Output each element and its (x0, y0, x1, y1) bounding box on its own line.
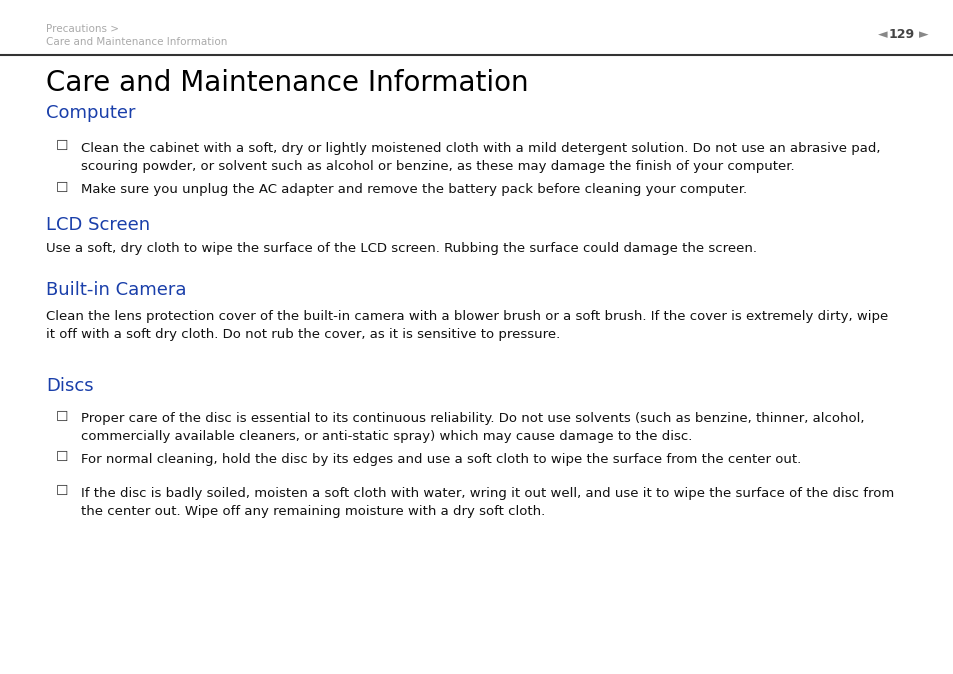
Text: Make sure you unplug the AC adapter and remove the battery pack before cleaning : Make sure you unplug the AC adapter and … (81, 183, 746, 196)
Text: ☐: ☐ (55, 484, 68, 498)
Text: Clean the lens protection cover of the built-in camera with a blower brush or a : Clean the lens protection cover of the b… (46, 310, 887, 341)
Text: Care and Maintenance Information: Care and Maintenance Information (46, 37, 227, 47)
Text: 129: 129 (887, 28, 914, 41)
Text: Built-in Camera: Built-in Camera (46, 281, 186, 299)
Text: ◄: ◄ (877, 28, 886, 41)
Text: Care and Maintenance Information: Care and Maintenance Information (46, 69, 528, 97)
Text: For normal cleaning, hold the disc by its edges and use a soft cloth to wipe the: For normal cleaning, hold the disc by it… (81, 453, 801, 466)
Text: ☐: ☐ (55, 450, 68, 464)
Text: ►: ► (918, 28, 927, 41)
Text: LCD Screen: LCD Screen (46, 216, 150, 234)
Text: ☐: ☐ (55, 139, 68, 153)
Text: If the disc is badly soiled, moisten a soft cloth with water, wring it out well,: If the disc is badly soiled, moisten a s… (81, 487, 893, 518)
Text: Computer: Computer (46, 104, 135, 123)
Text: Proper care of the disc is essential to its continuous reliability. Do not use s: Proper care of the disc is essential to … (81, 412, 863, 443)
Text: Use a soft, dry cloth to wipe the surface of the LCD screen. Rubbing the surface: Use a soft, dry cloth to wipe the surfac… (46, 242, 756, 255)
Text: Clean the cabinet with a soft, dry or lightly moistened cloth with a mild deterg: Clean the cabinet with a soft, dry or li… (81, 142, 880, 173)
Text: Precautions >: Precautions > (46, 24, 119, 34)
Text: ☐: ☐ (55, 410, 68, 424)
Text: ☐: ☐ (55, 181, 68, 195)
Text: Discs: Discs (46, 377, 93, 396)
